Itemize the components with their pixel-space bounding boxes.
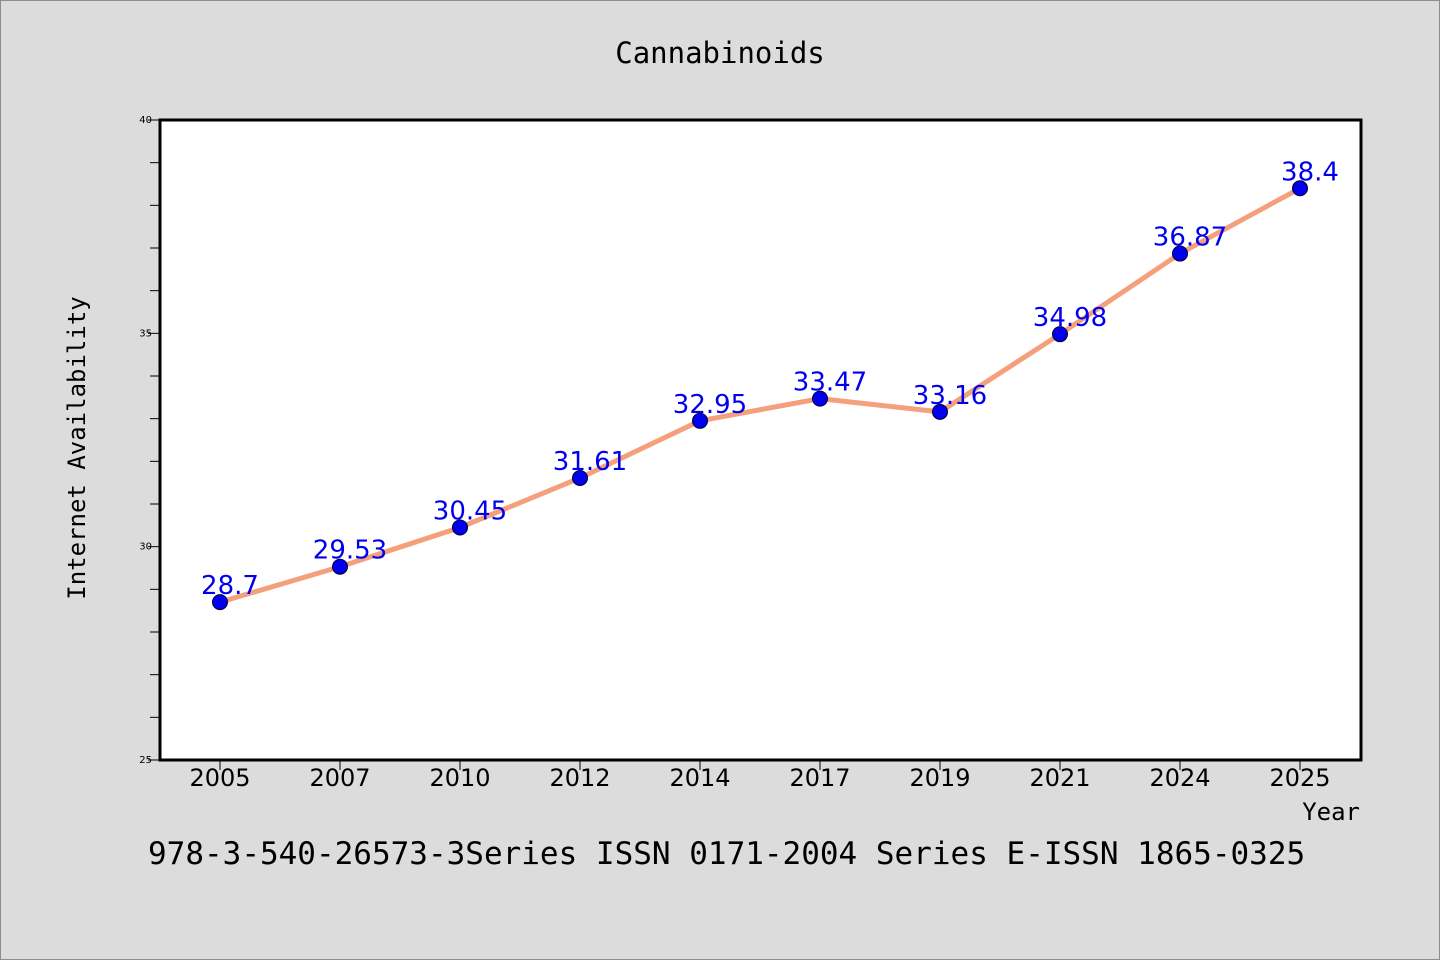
- data-label: 31.61: [553, 447, 627, 477]
- x-tick-label: 2025: [1269, 764, 1330, 792]
- data-label: 29.53: [313, 536, 387, 566]
- chart-title: Cannabinoids: [615, 36, 825, 70]
- y-axis: 25 30 35 40: [139, 115, 160, 766]
- y-tick-label: 25: [139, 755, 152, 766]
- footer-text: 978-3-540-26573-3Series ISSN 0171-2004 S…: [148, 836, 1305, 872]
- data-label: 33.16: [913, 381, 987, 411]
- data-label: 28.7: [201, 571, 259, 601]
- data-point: [212, 594, 228, 611]
- x-tick-label: 2021: [1029, 764, 1090, 792]
- series-group: 28.7 29.53 30.45 31.61 32.95 33.47 33.16 34.98 3…: [201, 157, 1339, 611]
- data-label: 38.4: [1281, 157, 1339, 187]
- y-tick-label: 35: [139, 328, 152, 339]
- data-label: 30.45: [433, 496, 507, 526]
- data-point: [932, 403, 948, 420]
- data-point: [1052, 326, 1068, 343]
- x-tick-label: 2017: [789, 764, 850, 792]
- y-tick-label: 40: [139, 115, 152, 126]
- data-point: [1172, 245, 1188, 262]
- x-axis: 2005 2007 2010 2012 2014 2017 2019 2021 2024 2025: [189, 760, 1331, 792]
- data-label: 32.95: [673, 390, 747, 420]
- y-axis-label: Internet Availability: [63, 296, 91, 599]
- data-point: [1292, 180, 1308, 197]
- data-label: 36.87: [1153, 223, 1227, 253]
- x-tick-label: 2019: [909, 764, 970, 792]
- x-tick-label: 2024: [1149, 764, 1210, 792]
- data-point: [452, 519, 468, 536]
- x-tick-label: 2014: [669, 764, 730, 792]
- y-tick-label: 30: [139, 542, 152, 553]
- data-point: [572, 469, 588, 486]
- x-axis-label: Year: [1302, 798, 1360, 826]
- plot-area: [158, 118, 1363, 762]
- x-tick-label: 2007: [309, 764, 370, 792]
- x-tick-label: 2010: [429, 764, 490, 792]
- data-label: 33.47: [793, 368, 867, 398]
- data-point: [332, 558, 348, 575]
- x-tick-label: 2005: [189, 764, 250, 792]
- data-point: [812, 390, 828, 407]
- series-line: [217, 185, 1303, 605]
- data-label: 34.98: [1033, 303, 1107, 333]
- x-tick-label: 2012: [549, 764, 610, 792]
- data-point: [692, 412, 708, 429]
